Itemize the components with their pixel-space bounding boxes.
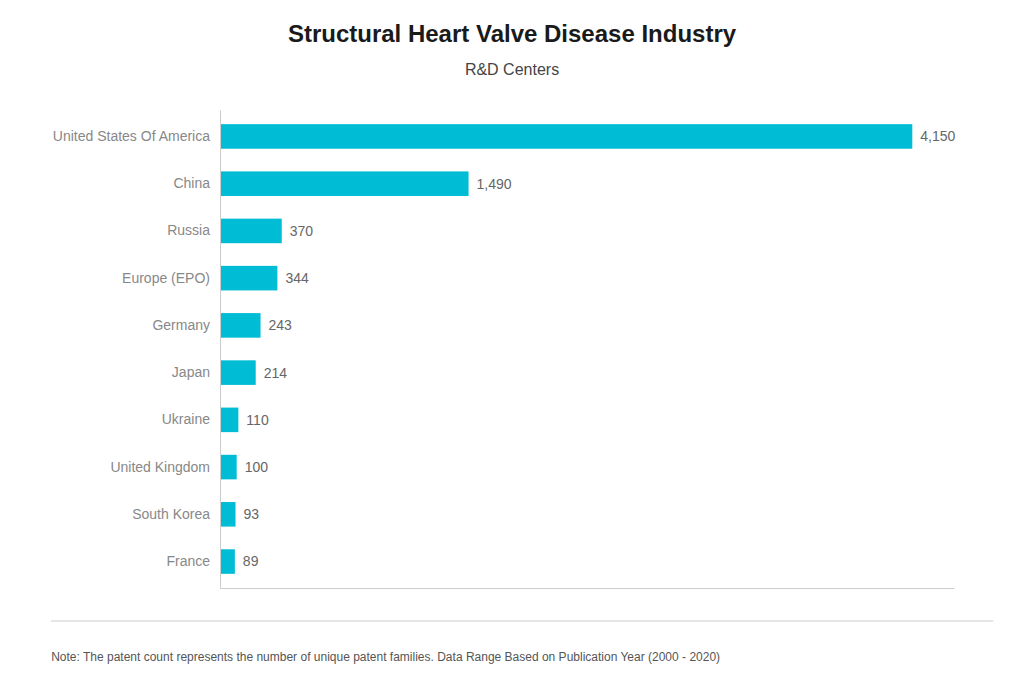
y-tick: Japan	[172, 364, 220, 380]
y-tick-label: China	[173, 175, 210, 191]
y-tick: Ukraine	[162, 411, 220, 427]
y-tick: China	[173, 175, 220, 191]
y-tick-label: Ukraine	[162, 411, 210, 427]
data-label: 4,150	[920, 128, 955, 144]
data-label: 214	[264, 365, 288, 381]
bar	[220, 360, 256, 385]
y-tick-label: Japan	[172, 364, 210, 380]
y-tick-label: France	[166, 553, 210, 569]
bar	[220, 549, 235, 574]
data-label: 93	[244, 506, 260, 522]
y-tick: United States Of America	[53, 128, 220, 144]
bar	[220, 408, 238, 433]
bar	[220, 313, 261, 338]
y-tick: South Korea	[132, 506, 220, 522]
y-tick-label: South Korea	[132, 506, 210, 522]
x-axis-line	[221, 588, 955, 589]
data-label: 344	[285, 270, 309, 286]
plot: 4,150 1,490 370 344 243 214 110 100 93 89 United S…	[53, 111, 956, 589]
y-tick: Europe (EPO)	[122, 270, 220, 286]
bar	[220, 171, 469, 196]
bar	[220, 266, 277, 291]
data-labels: 4,150 1,490 370 344 243 214 110 100 93 89	[243, 128, 956, 569]
bars	[220, 124, 912, 574]
bar	[220, 124, 912, 149]
y-tick-label: United Kingdom	[110, 459, 210, 475]
data-label: 1,490	[477, 176, 512, 192]
data-label: 100	[245, 459, 269, 475]
y-tick: United Kingdom	[110, 459, 220, 475]
chart: Structural Heart Valve Disease Industry R…	[0, 0, 1024, 683]
bar	[220, 455, 237, 480]
y-tick-label: Europe (EPO)	[122, 270, 210, 286]
y-tick: Russia	[167, 222, 220, 238]
bar	[220, 502, 236, 527]
subtitle: R&D Centers	[465, 61, 559, 78]
x-axis	[221, 588, 955, 589]
y-tick-label: Germany	[152, 317, 210, 333]
data-label: 89	[243, 553, 259, 569]
y-tick-label: United States Of America	[53, 128, 210, 144]
data-label: 370	[290, 223, 314, 239]
note: Note: The patent count represents the nu…	[51, 650, 720, 664]
y-tick: France	[166, 553, 220, 569]
separator	[51, 621, 993, 622]
data-label: 243	[269, 317, 293, 333]
y-tick: Germany	[152, 317, 220, 333]
title: Structural Heart Valve Disease Industry	[288, 20, 737, 47]
bar	[220, 219, 282, 244]
y-axis: United States Of America China Russia Europ…	[53, 111, 221, 589]
data-label: 110	[246, 412, 269, 428]
y-tick-label: Russia	[167, 222, 210, 238]
y-axis-line	[220, 111, 221, 589]
